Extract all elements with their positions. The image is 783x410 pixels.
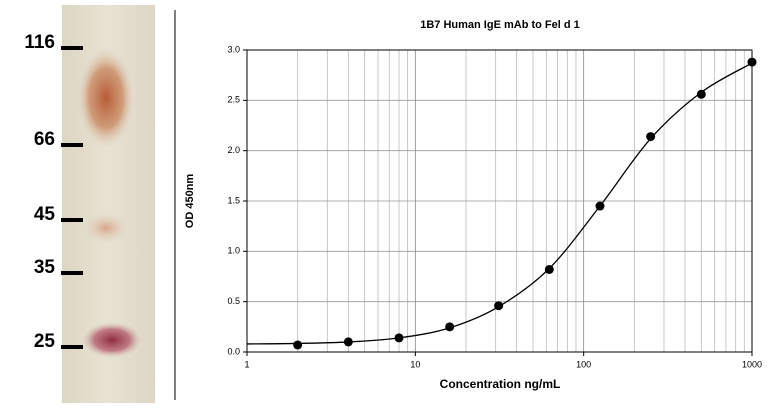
y-axis-label: OD 450nm [184,174,196,229]
marker-tick [61,143,83,147]
gel [62,5,155,403]
y-tick-label: 3.0 [227,44,240,54]
y-tick-label: 0.5 [227,296,240,306]
gel-band [82,322,142,358]
markers: 116 66 45 35 25 [24,32,83,352]
data-point [494,301,504,311]
marker-label: 25 [34,331,56,352]
data-point [595,201,605,211]
data-point [747,57,757,67]
y-tick-label: 1.0 [227,246,240,256]
data-point [445,322,455,332]
data-point [696,89,706,99]
marker-label: 45 [34,204,56,225]
data-point [343,337,353,347]
fit-curve [246,62,753,345]
data-point [544,264,554,274]
y-tick-label: 2.0 [227,145,240,155]
marker-tick [61,46,83,50]
plot-frame [246,49,753,353]
data-point [394,333,404,343]
y-tick-label: 1.5 [227,195,240,205]
gel-band [78,48,134,148]
data-point [646,132,656,142]
x-tick-label: 100 [576,359,591,369]
marker-label: 116 [24,32,55,53]
gel-band [82,212,130,244]
marker-tick [61,345,83,349]
x-tick-label: 10 [410,359,420,369]
marker-label: 66 [34,129,55,150]
plot: 0.0 0.5 1.0 1.5 2.0 2.5 3.0 1 10 100 1000 [227,44,762,369]
marker-tick [61,218,83,222]
y-tick-label: 0.0 [227,346,240,356]
y-tick-label: 2.5 [227,95,240,105]
x-tick-label: 1 [244,359,249,369]
marker-tick [61,271,83,275]
chart-title: 1B7 Human IgE mAb to Fel d 1 [420,19,580,31]
data-point [293,340,303,350]
x-axis-label: Concentration ng/mL [440,377,561,391]
x-tick-label: 1000 [742,359,762,369]
marker-label: 35 [34,257,56,278]
